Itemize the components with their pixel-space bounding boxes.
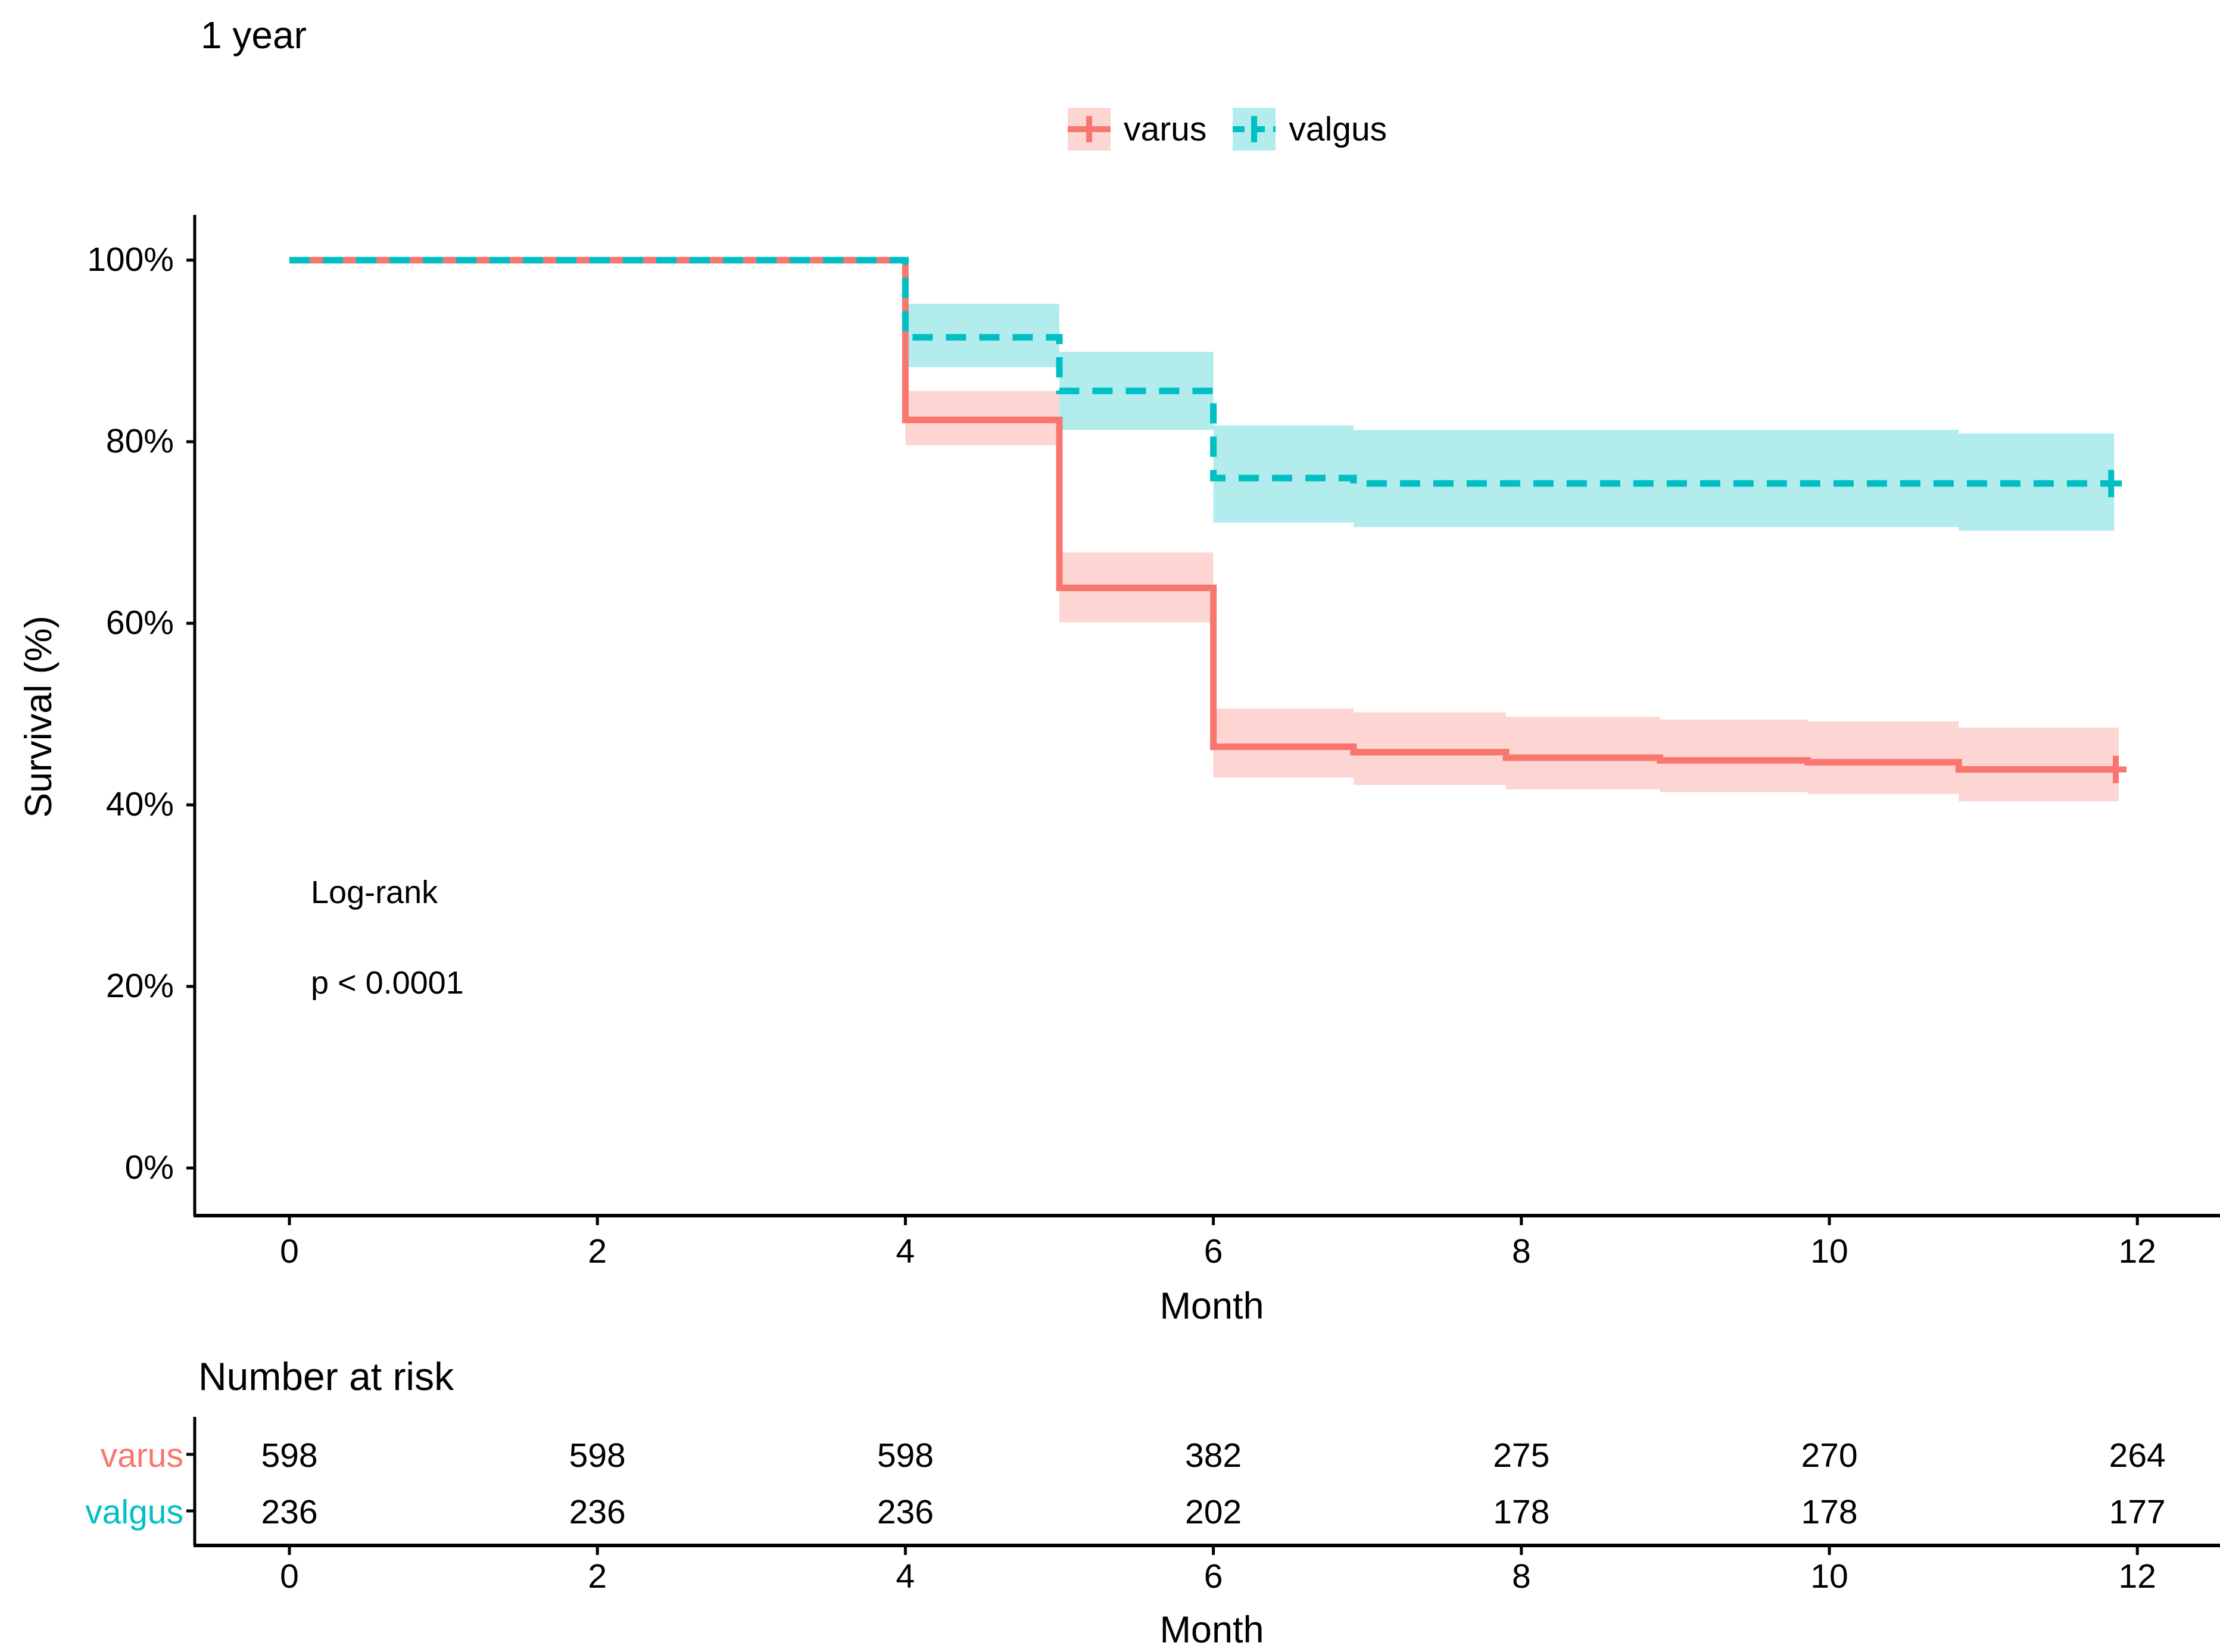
legend: varus valgus <box>1068 108 1387 151</box>
varus-ci-band <box>1959 727 2119 801</box>
risk-x-tick-label: 4 <box>896 1557 915 1595</box>
x-tick-label: 6 <box>1203 1232 1223 1270</box>
risk-count: 264 <box>2109 1436 2166 1475</box>
x-tick-label: 2 <box>588 1232 607 1270</box>
risk-count: 382 <box>1185 1436 1242 1475</box>
risk-count: 270 <box>1801 1436 1858 1475</box>
risk-x-tick-label: 8 <box>1511 1557 1531 1595</box>
legend-item-valgus: valgus <box>1233 108 1387 151</box>
x-tick-label: 10 <box>1810 1232 1848 1270</box>
risk-count: 202 <box>1185 1493 1242 1531</box>
risk-row-label-valgus: valgus <box>85 1493 183 1531</box>
pvalue-annotation: p < 0.0001 <box>311 965 464 1001</box>
x-tick-label: 4 <box>896 1232 915 1270</box>
legend-label-valgus: valgus <box>1289 110 1388 148</box>
x-axis-title: Month <box>1159 1285 1264 1327</box>
varus-legend-key-icon <box>1068 108 1111 151</box>
logrank-annotation: Log-rank <box>311 875 438 910</box>
x-tick-label: 0 <box>280 1232 299 1270</box>
risk-x-axis-title: Month <box>1159 1609 1264 1651</box>
risk-count: 178 <box>1493 1493 1550 1531</box>
y-tick-label: 0% <box>124 1148 174 1186</box>
risk-row-label-varus: varus <box>100 1436 183 1475</box>
risk-x-tick-label: 0 <box>280 1557 299 1595</box>
y-tick-label: 40% <box>105 785 174 823</box>
risk-x-tick-label: 6 <box>1203 1557 1223 1595</box>
risk-count: 236 <box>261 1493 318 1531</box>
varus-ci-band <box>1660 719 1808 792</box>
valgus-ci-band <box>1213 425 1354 523</box>
risk-x-tick-label: 2 <box>588 1557 607 1595</box>
varus-ci-band <box>1353 712 1506 785</box>
varus-ci-band <box>1807 721 1959 794</box>
y-tick-label: 100% <box>87 241 174 279</box>
varus-ci-band <box>1213 708 1354 778</box>
risk-count: 598 <box>569 1436 626 1475</box>
risk-count: 275 <box>1493 1436 1550 1475</box>
valgus-legend-key-icon <box>1233 108 1276 151</box>
risk-count: 178 <box>1801 1493 1858 1531</box>
y-tick-label: 80% <box>105 422 174 460</box>
risk-table-title: Number at risk <box>198 1354 454 1398</box>
risk-count: 598 <box>261 1436 318 1475</box>
page-title: 1 year <box>201 14 307 57</box>
risk-count: 236 <box>877 1493 934 1531</box>
valgus-curve <box>289 257 2115 487</box>
risk-x-tick-label: 10 <box>1810 1557 1848 1595</box>
risk-count: 236 <box>569 1493 626 1531</box>
legend-item-varus: varus <box>1068 108 1206 151</box>
varus-ci-band <box>1505 717 1660 790</box>
risk-count: 177 <box>2109 1493 2166 1531</box>
y-axis-title: Survival (%) <box>18 616 60 818</box>
y-tick-label: 20% <box>105 967 174 1005</box>
x-tick-label: 12 <box>2118 1232 2156 1270</box>
x-tick-label: 8 <box>1511 1232 1531 1270</box>
risk-x-tick-label: 12 <box>2118 1557 2156 1595</box>
valgus-ci-band <box>1353 430 1959 527</box>
risk-count: 598 <box>877 1436 934 1475</box>
y-tick-label: 60% <box>105 604 174 642</box>
legend-label-varus: varus <box>1124 110 1207 148</box>
varus-curve <box>289 257 2119 773</box>
